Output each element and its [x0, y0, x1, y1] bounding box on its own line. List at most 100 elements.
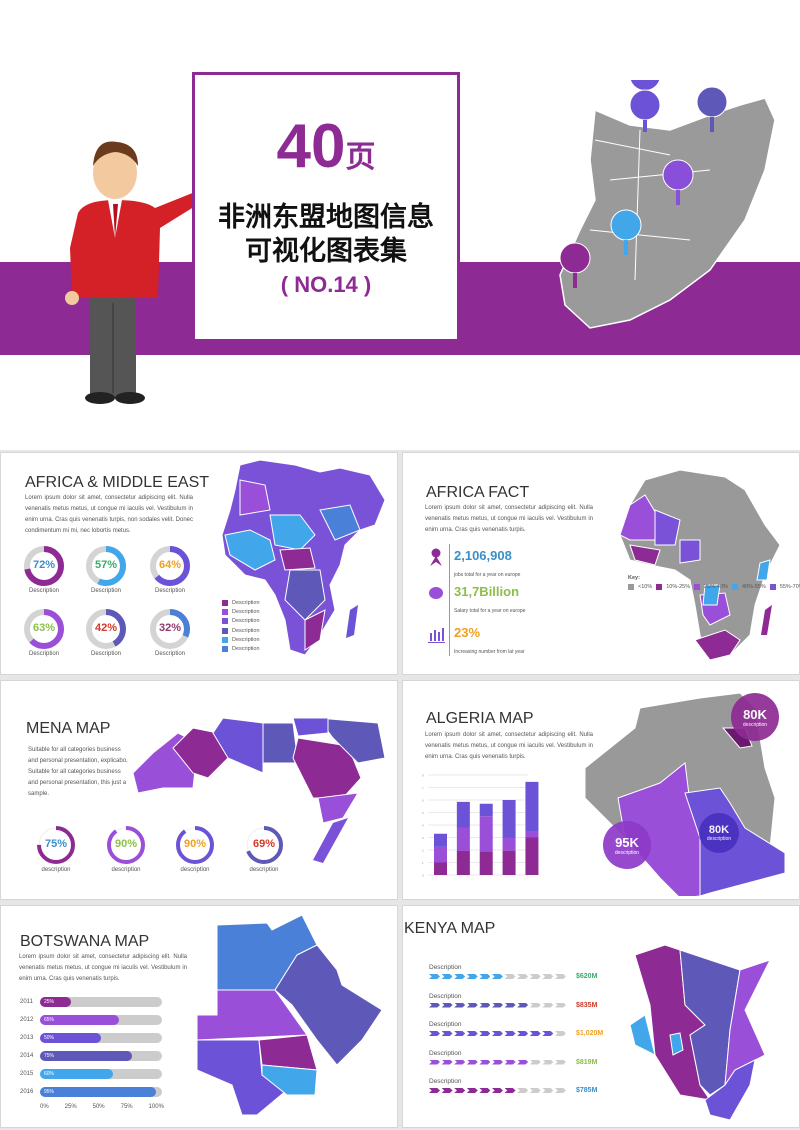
chevron-progress	[429, 1002, 629, 1008]
chevron-progress	[429, 1031, 629, 1036]
key-swatch	[694, 583, 701, 590]
key-label: <10%	[638, 583, 653, 590]
donut-fill	[24, 546, 64, 586]
progress-row: 2016 95%	[20, 1086, 162, 1097]
chevron-icon	[466, 974, 478, 979]
donut-value: 57%	[94, 559, 118, 571]
donut-fill	[24, 609, 64, 649]
chevron-icon	[441, 1059, 453, 1065]
chevron-icon	[554, 1002, 566, 1008]
chevron-icon	[454, 1088, 466, 1093]
chevron-icon	[517, 1088, 529, 1093]
progress-track: 65%	[40, 1014, 162, 1025]
donut-fill	[86, 609, 126, 649]
row-value: $620M	[576, 973, 598, 980]
axis-tick-label: 25%	[64, 1104, 77, 1110]
key-item: 40%-55%	[731, 582, 766, 591]
stat-value: 23%	[454, 625, 481, 640]
cover-slide: 40页 非洲东盟地图信息 可视化图表集 ( NO.14 )	[0, 0, 800, 450]
chevron-icon	[454, 1031, 466, 1036]
chevron-icon	[517, 1002, 529, 1008]
axis-tick-label: 0%	[40, 1104, 49, 1110]
legend-label: Description	[232, 599, 260, 606]
chevron-icon	[491, 1059, 503, 1065]
axis-tick-label: 75%	[120, 1104, 133, 1110]
stat-caption: Salary total for a year on europe	[454, 608, 526, 614]
drink-icon	[696, 86, 728, 132]
coffee-icon	[662, 159, 694, 205]
botswana-title: BOTSWANA MAP	[20, 933, 150, 950]
progress-track: 50%	[40, 1032, 162, 1043]
chevron-icon	[466, 1002, 478, 1008]
progress-row: 2015 60%	[20, 1068, 162, 1079]
ice-cream-icon	[610, 209, 642, 255]
year-label: 2011	[20, 998, 33, 1005]
progress-fill: 95%	[40, 1086, 156, 1097]
chevron-icon	[554, 1059, 566, 1065]
year-label: 2016	[20, 1088, 34, 1095]
year-label: 2015	[20, 1070, 34, 1077]
donut-description: Description	[154, 588, 185, 594]
chevron-icon	[454, 1002, 466, 1008]
donut-description: Description	[28, 588, 59, 594]
chevron-icon	[554, 974, 566, 979]
donut-value: 64%	[158, 559, 182, 571]
donut-chart	[24, 546, 64, 586]
donut-fill	[150, 546, 190, 586]
row-value: $835M	[576, 1001, 598, 1009]
year-label: 2013	[20, 1034, 34, 1041]
divider	[449, 544, 450, 656]
progress-row: 2012 65%	[20, 1014, 162, 1025]
value-bubble: 80K description	[731, 693, 779, 741]
progress-row: 2013 50%	[20, 1032, 162, 1043]
donut-chart	[176, 826, 214, 864]
chevron-icon	[479, 974, 491, 979]
key-item: <10%	[628, 582, 652, 591]
key-label: 40%-55%	[741, 583, 766, 590]
bar-segment-1-2	[456, 801, 470, 828]
legend-item: Description	[222, 598, 260, 607]
donut-description: Description	[28, 651, 59, 657]
donut-fill	[176, 826, 214, 864]
botswana-axis: 0% 25% 50% 75% 100%	[40, 1104, 164, 1110]
legend-swatch	[222, 627, 228, 634]
bubble-value: 80K	[743, 706, 767, 722]
progress-fill: 60%	[40, 1068, 114, 1079]
bar-segment-3-2	[502, 800, 516, 838]
stat-caption: Increasing number from lat year	[454, 649, 525, 655]
y-tick-label: 8	[422, 774, 424, 778]
donut-description: description	[41, 867, 71, 873]
chevron-icon	[441, 1031, 453, 1036]
legend-label: Description	[232, 608, 260, 615]
bubble-description: description	[742, 721, 768, 728]
donut-value: 32%	[158, 622, 182, 634]
donut-fill	[37, 826, 75, 864]
bar-segment-4-0	[525, 837, 539, 875]
chevron-icon	[491, 974, 503, 979]
stat-value: 31,7Billion	[454, 584, 520, 599]
legend-swatch	[222, 618, 228, 625]
progress-track: 75%	[40, 1050, 162, 1061]
mena-body: Suitable for all categories business and…	[28, 747, 128, 797]
donut-description: Description	[90, 588, 121, 594]
chevron-icon	[466, 1031, 478, 1036]
shop-icon	[559, 242, 591, 288]
bar-segment-0-0	[434, 862, 447, 875]
chevron-icon	[529, 1059, 541, 1065]
stat-item: 31,7Billion Salary total for a year on eu…	[454, 584, 525, 617]
chevron-icon	[479, 1031, 491, 1036]
chevron-icon	[441, 974, 453, 979]
donut-chart	[245, 826, 283, 864]
legend-label: Description	[232, 627, 260, 634]
donut-fill	[150, 609, 190, 649]
bar-segment-3-0	[502, 850, 516, 875]
chevron-icon	[504, 1088, 516, 1093]
key-item: 55%-70%	[769, 582, 800, 591]
chevron-icon	[491, 1002, 503, 1008]
chevron-icon	[517, 974, 529, 979]
donut-value: 90%	[114, 838, 138, 850]
donut-chart	[24, 609, 64, 649]
chevron-icon	[504, 974, 516, 979]
row-description: Description	[429, 964, 462, 971]
bar-segment-4-2	[525, 781, 539, 832]
